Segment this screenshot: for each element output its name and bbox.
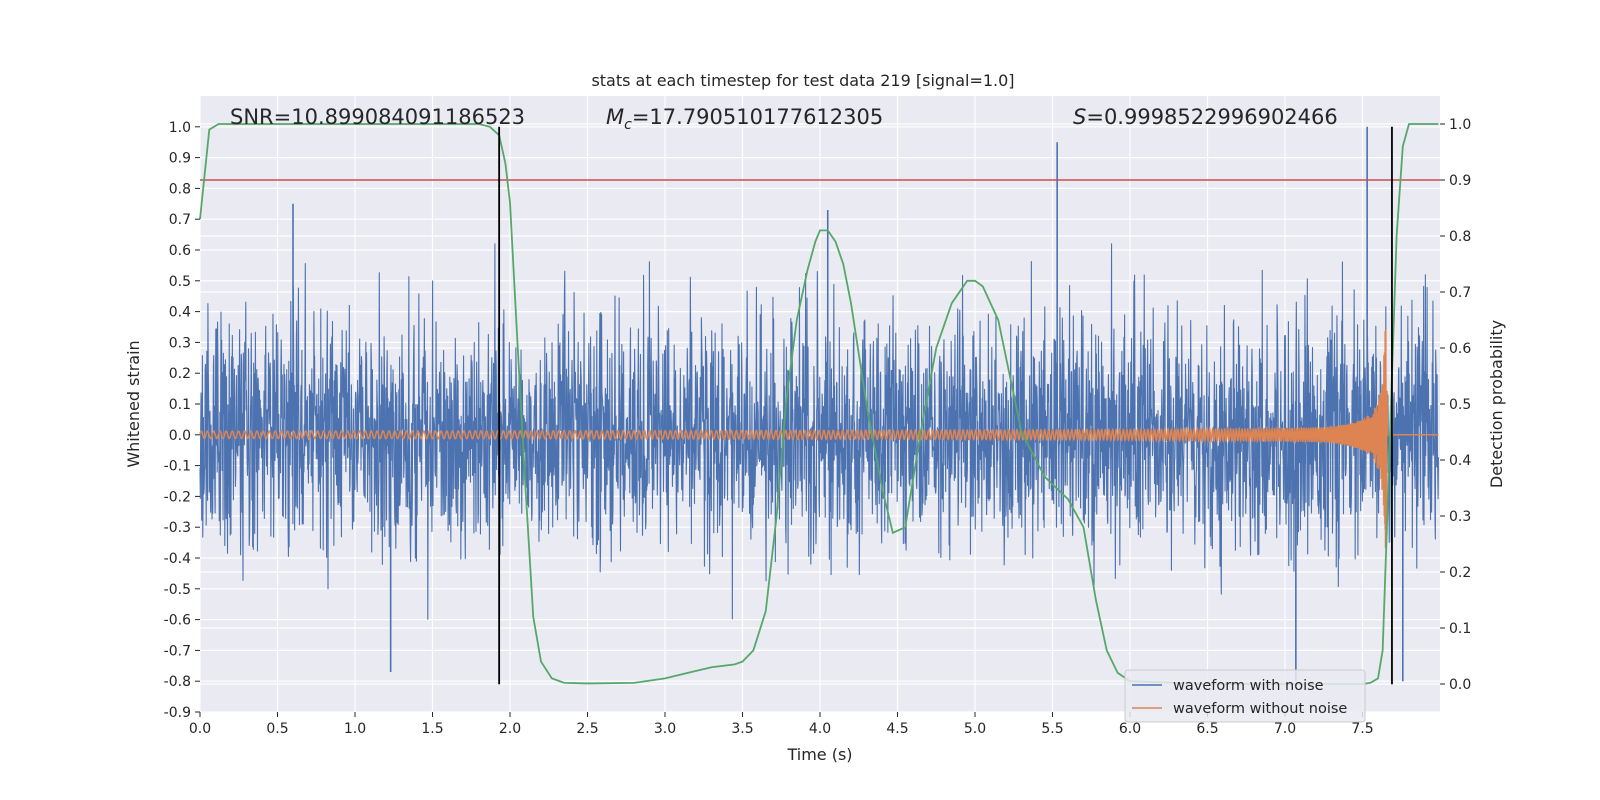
- y-right-tick-label: 0.1: [1449, 621, 1471, 637]
- x-tick-label: 6.0: [1119, 721, 1141, 737]
- x-tick-label: 2.0: [499, 721, 521, 737]
- y-left-tick-label: 0.1: [169, 397, 191, 413]
- x-tick-label: 4.0: [809, 721, 831, 737]
- x-tick-label: 3.0: [654, 721, 676, 737]
- y-left-tick-label: 0.6: [169, 243, 191, 259]
- right-y-axis-ticks: 0.0 0.1 0.2 0.3 0.4 0.5 0.6 0.7 0.8 0.9 1.0: [1440, 117, 1471, 693]
- x-tick-label: 5.5: [1041, 721, 1063, 737]
- y-left-tick-label: 0.2: [169, 366, 191, 382]
- y-right-tick-label: 0.2: [1449, 565, 1471, 581]
- legend: waveform with noise waveform without noi…: [1124, 669, 1366, 723]
- y-left-tick-label: 0.0: [169, 428, 191, 444]
- y-left-tick-label: -0.9: [164, 705, 191, 721]
- vertical-markers: [498, 126, 1393, 685]
- chart-title: stats at each timestep for test data 219…: [591, 71, 1014, 90]
- x-tick-label: 4.5: [886, 721, 908, 737]
- legend-box: [1124, 669, 1366, 723]
- y-left-tick-label: -0.1: [164, 459, 191, 475]
- chirp-mass-value: =17.790510177612305: [632, 105, 883, 129]
- chirp-mass-annotation: Mc=17.790510177612305: [606, 105, 883, 133]
- y-left-tick-label: -0.8: [164, 674, 191, 690]
- y-left-tick-label: -0.2: [164, 489, 191, 505]
- series-waveform-without-noise: [199, 330, 1439, 548]
- y-right-tick-label: 0.6: [1449, 341, 1471, 357]
- x-tick-label: 1.5: [421, 721, 443, 737]
- y-right-tick-label: 0.3: [1449, 509, 1471, 525]
- x-tick-label: 3.5: [731, 721, 753, 737]
- y-left-tick-label: -0.4: [164, 551, 191, 567]
- legend-label-clean: waveform without noise: [1173, 701, 1347, 717]
- x-tick-label: 5.0: [964, 721, 986, 737]
- y-right-tick-label: 0.5: [1449, 397, 1471, 413]
- y-right-tick-label: 0.4: [1449, 453, 1471, 469]
- y-left-tick-label: 0.8: [169, 181, 191, 197]
- x-tick-label: 2.5: [576, 721, 598, 737]
- y-right-tick-label: 0.9: [1449, 173, 1471, 189]
- score-annotation: S=0.9998522996902466: [1073, 105, 1338, 129]
- x-tick-label: 0.5: [266, 721, 288, 737]
- score-symbol: S: [1073, 105, 1086, 129]
- y-left-tick-label: -0.7: [164, 643, 191, 659]
- legend-label-noise: waveform with noise: [1173, 678, 1324, 694]
- y-right-tick-label: 0.8: [1449, 229, 1471, 245]
- y-left-tick-label: 0.3: [169, 335, 191, 351]
- y-left-tick-label: -0.3: [164, 520, 191, 536]
- right-y-axis-label: Detection probability: [1487, 320, 1506, 488]
- y-left-tick-label: 1.0: [169, 120, 191, 136]
- score-value: =0.9998522996902466: [1086, 105, 1337, 129]
- x-tick-label: 7.5: [1351, 721, 1373, 737]
- x-tick-label: 0.0: [189, 721, 211, 737]
- y-left-tick-label: -0.6: [164, 613, 191, 629]
- y-left-tick-label: 0.5: [169, 274, 191, 290]
- y-left-tick-label: 0.4: [169, 305, 191, 321]
- x-tick-label: 6.5: [1196, 721, 1218, 737]
- x-axis-ticks: 0.0 0.5 1.0 1.5 2.0 2.5 3.0 3.5 4.0 4.5 5.0 5.5 6.0 6…: [189, 712, 1374, 737]
- y-right-tick-label: 0.0: [1449, 677, 1471, 693]
- y-left-tick-label: -0.5: [164, 582, 191, 598]
- left-y-axis-label: Whitened strain: [124, 340, 143, 467]
- chirp-mass-symbol: M: [606, 105, 624, 129]
- chirp-mass-subscript: c: [624, 117, 632, 133]
- snr-annotation: SNR=10.899084091186523: [230, 105, 525, 129]
- y-left-tick-label: 0.9: [169, 151, 191, 167]
- y-left-tick-label: 0.7: [169, 212, 191, 228]
- x-axis-label: Time (s): [786, 745, 852, 764]
- y-right-tick-label: 0.7: [1449, 285, 1471, 301]
- x-tick-label: 7.0: [1274, 721, 1296, 737]
- y-right-tick-label: 1.0: [1449, 117, 1471, 133]
- x-tick-label: 1.0: [344, 721, 366, 737]
- left-y-axis-ticks: -0.9 -0.8 -0.7 -0.6 -0.5 -0.4 -0.3 -0.2 -0.1 0.0 0…: [164, 120, 200, 721]
